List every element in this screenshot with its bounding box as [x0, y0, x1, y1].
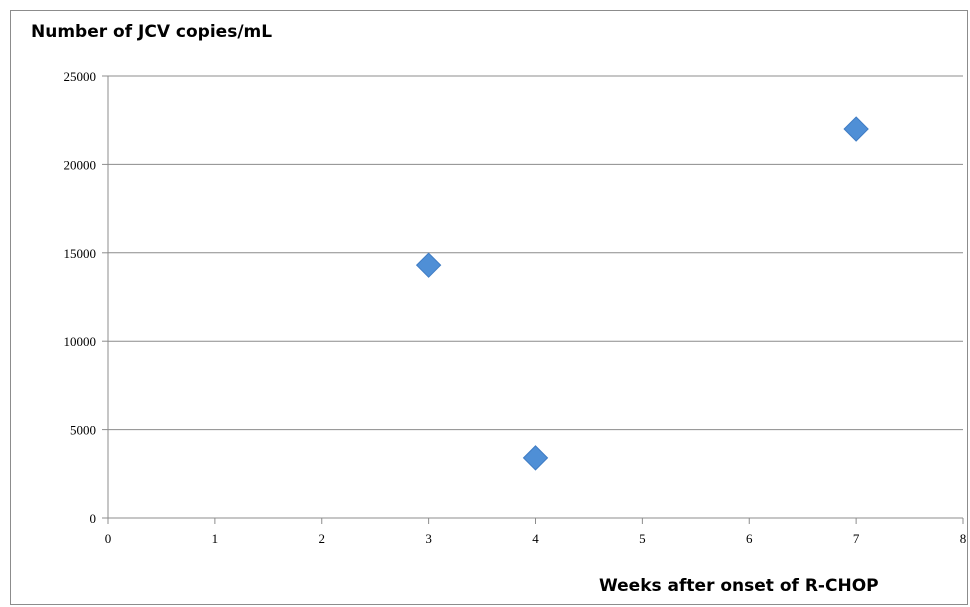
chart-frame [10, 10, 968, 605]
y-tick-label: 20000 [64, 157, 97, 172]
y-tick-label: 10000 [64, 334, 97, 349]
tick-labels: 0 5000 10000 15000 20000 25000 0 1 2 3 4 5 6 7 8 [64, 69, 967, 546]
x-tick-label: 5 [639, 531, 646, 546]
x-tick-label: 8 [960, 531, 967, 546]
data-point-diamond [522, 445, 549, 471]
y-tick-label: 5000 [70, 423, 96, 438]
x-axis-label: Weeks after onset of R-CHOP [599, 576, 879, 596]
gridlines [108, 75, 963, 431]
y-tick-label: 0 [90, 511, 97, 526]
y-tick-label: 25000 [64, 69, 97, 84]
data-point-diamond [415, 252, 442, 278]
x-tick-label: 2 [319, 531, 326, 546]
data-point-diamond [843, 116, 869, 142]
data-points [415, 116, 869, 471]
x-tick-label: 4 [532, 531, 539, 546]
x-tick-label: 6 [746, 531, 753, 546]
x-tick-label: 1 [212, 531, 219, 546]
x-tick-label: 7 [853, 531, 860, 546]
y-tick-label: 15000 [64, 246, 97, 261]
x-tick-label: 3 [425, 531, 432, 546]
x-tick-label: 0 [105, 531, 112, 546]
axes [102, 75, 964, 524]
y-axis-label: Number of JCV copies/mL [31, 22, 273, 42]
